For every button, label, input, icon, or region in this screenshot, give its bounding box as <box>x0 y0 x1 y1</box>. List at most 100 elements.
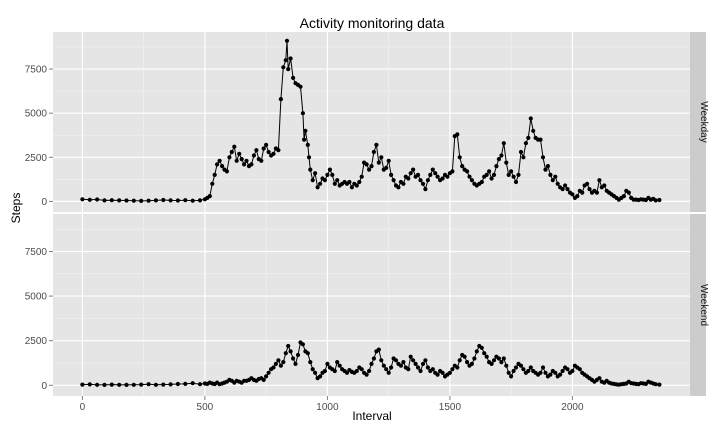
y-tick-label: 7500 <box>25 247 48 258</box>
data-point <box>513 365 519 370</box>
data-point <box>273 361 278 366</box>
data-point <box>212 172 217 177</box>
data-point <box>124 198 129 203</box>
chart-title: Activity monitoring data <box>300 15 445 31</box>
data-point <box>359 174 364 179</box>
data-point <box>597 376 602 381</box>
data-point <box>553 370 558 375</box>
data-point <box>435 372 440 377</box>
data-point <box>391 178 396 183</box>
data-point <box>183 198 188 203</box>
data-point <box>261 146 266 151</box>
data-point <box>207 194 212 199</box>
facet-strip-label: Weekday <box>698 101 709 143</box>
data-point <box>430 367 435 372</box>
data-point <box>401 181 406 186</box>
data-point <box>384 367 389 372</box>
data-point <box>278 97 283 102</box>
data-point <box>80 197 85 202</box>
data-point <box>109 382 114 387</box>
data-point <box>496 356 501 361</box>
data-point <box>467 174 472 179</box>
data-point <box>291 356 296 361</box>
data-point <box>518 363 524 368</box>
data-point <box>428 172 433 177</box>
data-point <box>146 382 151 387</box>
data-point <box>469 361 474 366</box>
data-point <box>102 382 107 387</box>
data-point <box>271 365 276 370</box>
data-point <box>430 167 435 172</box>
data-point <box>433 171 438 176</box>
data-point <box>217 158 222 163</box>
data-point <box>357 179 362 185</box>
data-point <box>621 194 627 199</box>
data-point <box>384 165 389 170</box>
data-point <box>95 197 100 202</box>
data-point <box>264 374 269 379</box>
data-point <box>284 38 290 43</box>
data-point <box>197 198 203 203</box>
data-point <box>540 365 546 370</box>
data-point <box>435 174 440 179</box>
data-point <box>479 179 484 185</box>
data-point <box>298 84 303 89</box>
data-point <box>168 382 173 387</box>
data-point <box>504 363 509 368</box>
data-point <box>190 198 195 203</box>
data-point <box>291 75 296 80</box>
data-point <box>575 194 580 199</box>
data-point <box>124 382 129 387</box>
data-point <box>553 174 558 179</box>
data-point <box>369 361 374 366</box>
data-point <box>455 365 460 370</box>
data-point <box>418 178 423 183</box>
data-point <box>496 157 501 162</box>
data-point <box>518 149 524 155</box>
data-point <box>509 374 514 379</box>
data-point <box>215 162 220 167</box>
data-point <box>543 167 548 172</box>
data-point <box>364 162 369 167</box>
data-point <box>308 167 313 172</box>
data-point <box>244 158 249 163</box>
y-tick-label: 2500 <box>25 336 48 347</box>
data-point <box>506 172 511 177</box>
data-point <box>234 158 239 163</box>
data-point <box>315 185 320 190</box>
data-point <box>577 367 582 372</box>
data-point <box>548 372 553 377</box>
data-point <box>276 148 281 153</box>
data-point <box>538 137 543 142</box>
data-point <box>653 382 658 387</box>
data-point <box>249 162 254 167</box>
data-point <box>330 172 335 177</box>
data-point <box>513 179 519 185</box>
data-point <box>305 142 310 147</box>
data-point <box>540 155 546 160</box>
data-point <box>580 190 585 195</box>
data-point <box>293 361 298 366</box>
data-point <box>197 382 203 387</box>
data-point <box>469 178 474 183</box>
data-point <box>283 58 288 63</box>
data-point <box>462 354 467 359</box>
y-tick-label: 5000 <box>25 292 48 303</box>
data-point <box>161 382 166 387</box>
data-point <box>545 164 551 169</box>
data-point <box>440 176 445 181</box>
data-point <box>411 167 416 172</box>
x-tick-label: 0 <box>80 402 86 413</box>
data-point <box>406 367 411 372</box>
data-point <box>379 358 384 363</box>
data-point <box>266 370 271 375</box>
data-point <box>472 356 477 361</box>
data-point <box>538 370 543 375</box>
y-tick-label: 7500 <box>25 65 48 76</box>
data-point <box>332 368 337 374</box>
data-point <box>376 347 381 352</box>
data-point <box>306 155 312 160</box>
data-point <box>254 148 259 153</box>
data-point <box>325 361 330 366</box>
